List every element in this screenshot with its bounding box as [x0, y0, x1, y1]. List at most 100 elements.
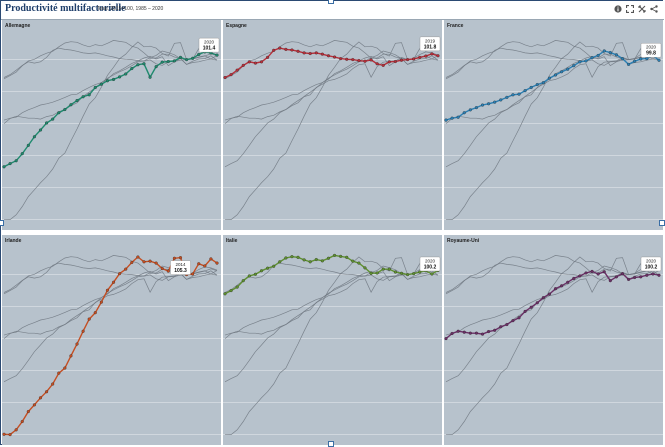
callout-value: 105.3 — [174, 268, 187, 274]
data-point — [69, 354, 73, 358]
data-point — [229, 73, 233, 77]
panel-title: Allemagne — [5, 23, 31, 29]
callout-year: 2020 — [204, 40, 215, 45]
fullscreen-icon[interactable] — [637, 4, 646, 13]
resize-handle-left[interactable] — [0, 220, 4, 226]
callout-value: 101.8 — [424, 44, 437, 50]
data-point — [38, 128, 43, 132]
context-series-line — [3, 271, 218, 339]
series-line — [445, 50, 660, 121]
data-point — [99, 82, 103, 86]
data-point — [480, 103, 485, 107]
data-point — [332, 253, 337, 257]
data-point — [474, 331, 478, 335]
data-point — [14, 159, 18, 163]
context-series-line — [224, 266, 439, 383]
data-point — [14, 428, 18, 432]
data-point — [363, 59, 367, 63]
data-point — [578, 274, 582, 278]
expand-icon[interactable] — [625, 4, 634, 13]
data-point — [105, 79, 110, 83]
data-point — [399, 58, 404, 62]
context-series-line — [3, 266, 218, 383]
data-point — [511, 93, 515, 97]
data-point — [517, 92, 521, 96]
data-point — [608, 51, 612, 55]
data-point — [266, 55, 270, 59]
data-point — [87, 93, 91, 97]
data-point — [154, 261, 158, 265]
data-point — [191, 272, 195, 276]
data-point — [620, 57, 625, 61]
data-point — [75, 342, 79, 346]
data-point — [87, 317, 91, 321]
context-series-line — [3, 265, 218, 336]
data-point — [430, 272, 434, 276]
data-point — [136, 255, 140, 259]
data-point — [57, 371, 61, 375]
data-point — [553, 287, 558, 291]
data-point — [308, 51, 312, 56]
data-point — [627, 62, 631, 66]
callout-year: 2020 — [646, 45, 657, 50]
data-point — [148, 259, 152, 263]
chart-panel: 2020 99.8 France — [444, 20, 663, 230]
data-point — [657, 58, 661, 62]
data-point — [290, 255, 294, 259]
data-point — [241, 279, 245, 283]
data-point — [332, 55, 337, 59]
data-point — [381, 267, 385, 271]
data-point — [166, 269, 170, 273]
data-point — [223, 292, 227, 296]
panel-title: Italie — [226, 238, 238, 244]
toolbar — [613, 4, 658, 13]
data-point — [633, 59, 637, 63]
chart-panel: 2020 100.2 Italie — [223, 235, 442, 445]
data-point — [247, 274, 251, 278]
data-point — [45, 390, 49, 394]
data-point — [639, 57, 643, 61]
share-icon[interactable] — [649, 4, 658, 13]
data-point — [523, 309, 527, 313]
data-point — [142, 62, 146, 66]
data-point — [185, 58, 189, 62]
data-point — [566, 67, 570, 71]
data-point — [241, 63, 245, 67]
data-point — [63, 107, 67, 112]
data-point — [235, 285, 239, 289]
data-point — [620, 272, 625, 276]
data-point — [302, 51, 306, 55]
data-point — [191, 56, 195, 60]
callout-value: 99.8 — [646, 51, 656, 57]
data-point — [584, 59, 588, 63]
data-point — [614, 275, 618, 279]
context-series-line — [3, 56, 218, 124]
resize-handle-top[interactable] — [328, 0, 334, 4]
info-icon[interactable] — [613, 4, 622, 13]
data-point — [639, 275, 643, 279]
data-point — [375, 271, 379, 275]
data-point — [8, 433, 12, 437]
resize-handle-right[interactable] — [659, 220, 665, 226]
resize-handle-bottom[interactable] — [328, 441, 334, 447]
data-point — [487, 102, 491, 106]
context-series-line — [445, 266, 660, 383]
context-series-line — [224, 50, 439, 121]
callout-box — [198, 37, 220, 53]
context-series-line — [224, 256, 439, 435]
data-point — [424, 54, 428, 58]
data-point — [172, 59, 176, 63]
data-point — [590, 269, 594, 273]
callout-box — [640, 43, 662, 58]
data-point — [81, 95, 85, 99]
data-point — [326, 256, 331, 260]
context-series-line — [3, 47, 218, 78]
data-point — [393, 270, 397, 274]
data-point — [32, 135, 36, 139]
context-series-line — [445, 56, 660, 124]
data-point — [308, 260, 312, 264]
callout-value: 100.2 — [645, 264, 658, 270]
callout-year: 2020 — [425, 258, 436, 263]
data-point — [253, 272, 257, 276]
